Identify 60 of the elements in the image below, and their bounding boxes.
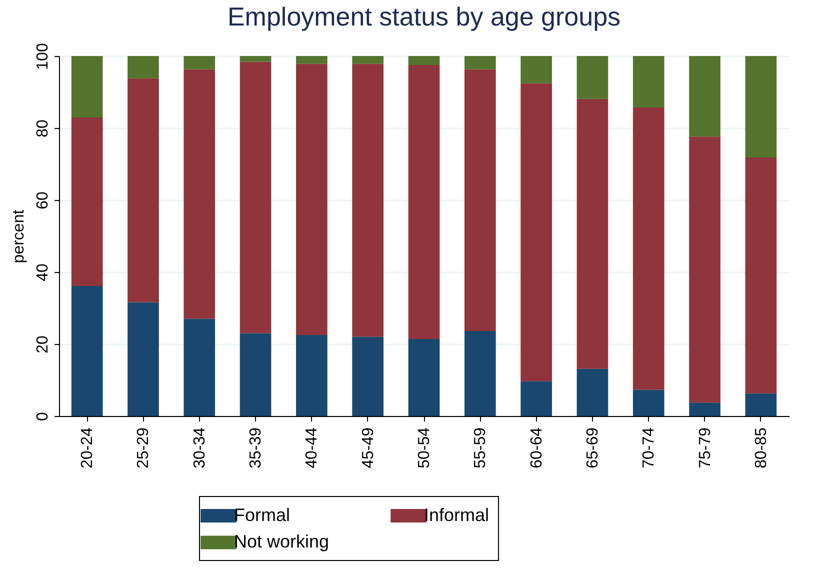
x-tick-label: 55-59 <box>472 427 490 468</box>
bar <box>184 56 216 70</box>
bar <box>520 381 552 416</box>
bar <box>520 56 552 84</box>
y-axis-title: percent <box>10 209 28 264</box>
x-tick-label: 70-74 <box>640 427 658 468</box>
bar <box>71 56 103 118</box>
bar <box>296 335 328 416</box>
x-tick-label: 80-85 <box>752 427 770 468</box>
bar <box>184 318 216 416</box>
bar <box>71 118 103 286</box>
y-tick-label: 20 <box>34 336 52 354</box>
bar <box>464 331 496 416</box>
bar <box>745 393 777 416</box>
bar <box>464 69 496 332</box>
bar <box>296 64 328 335</box>
bar <box>520 83 552 382</box>
bar <box>71 286 103 416</box>
x-tick-label: 50-54 <box>416 427 433 468</box>
y-tick-label: 80 <box>34 120 52 138</box>
bar <box>184 69 216 319</box>
y-tick-label: 100 <box>34 43 52 70</box>
bar <box>296 56 328 64</box>
y-tick-label: 40 <box>34 264 52 282</box>
x-tick-label: 20-24 <box>79 427 96 468</box>
x-tick-label: 30-34 <box>191 427 208 468</box>
bar <box>408 65 440 339</box>
bar <box>689 136 720 403</box>
bar <box>240 333 272 416</box>
bar <box>408 56 440 65</box>
bar <box>745 56 777 158</box>
bar <box>128 302 159 416</box>
x-tick-label: 40-44 <box>304 427 321 468</box>
bar <box>408 338 440 416</box>
bar <box>632 390 664 416</box>
x-tick-label: 25-29 <box>135 427 152 468</box>
bar <box>240 62 272 334</box>
bar <box>576 56 608 99</box>
bar <box>352 64 384 337</box>
bar <box>128 78 159 302</box>
chart-title: Employment status by age groups <box>227 2 621 32</box>
y-tick-label: 60 <box>34 192 52 210</box>
bar <box>745 158 777 394</box>
bar <box>128 56 159 78</box>
bar <box>632 107 664 390</box>
bar <box>352 336 384 416</box>
bar <box>240 56 272 62</box>
x-tick-label: 65-69 <box>584 427 602 468</box>
bar <box>632 56 664 108</box>
bar <box>576 98 608 369</box>
bar <box>352 56 384 64</box>
x-tick-label: 35-39 <box>248 427 265 468</box>
bar <box>689 402 720 416</box>
bar <box>464 56 496 70</box>
bar <box>689 56 720 137</box>
y-tick-label: 0 <box>34 412 52 421</box>
x-tick-label: 45-49 <box>360 427 377 468</box>
x-tick-label: 60-64 <box>528 427 546 468</box>
bar <box>576 368 608 416</box>
x-tick-label: 75-79 <box>696 427 714 468</box>
